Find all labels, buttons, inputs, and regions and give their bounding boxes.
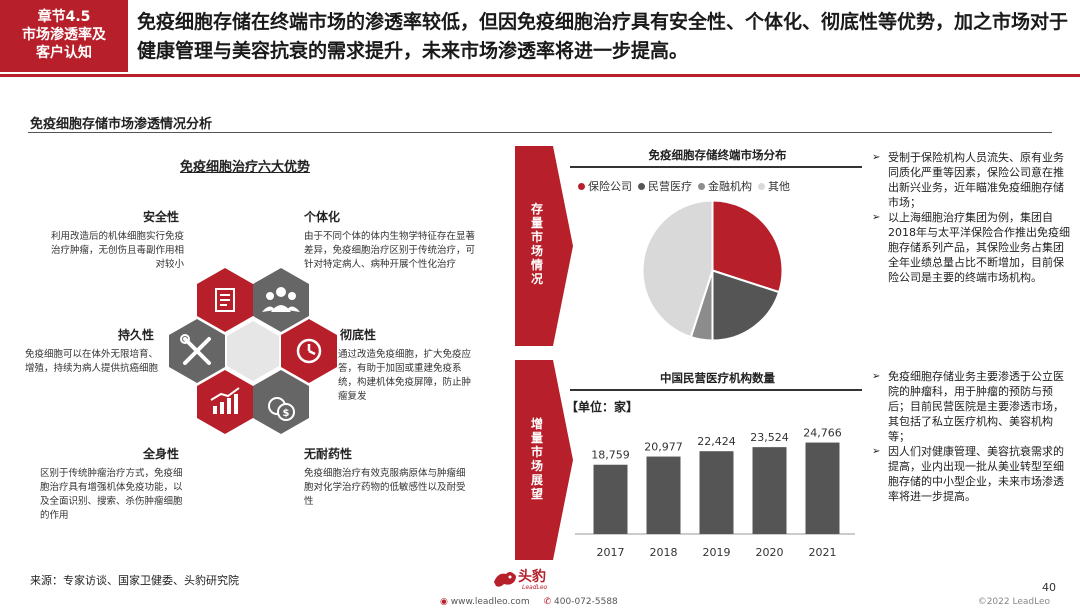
bullet-text: 受制于保险机构人员流失、原有业务同质化严重等因素，保险公司意在推出新兴业务，近年… [888, 151, 1064, 209]
advantage-text-safety: 利用改造后的机体细胞实行免疫治疗肿瘤，无创伤且毒副作用相对较小 [50, 231, 184, 270]
pie-slice-保险公司 [711, 199, 784, 294]
bullet-text: 以上海细胞治疗集团为例，集团自2018年与太平洋保险合作推出免疫细胞存储系列产品… [888, 211, 1070, 284]
market-distribution-pie [641, 199, 784, 342]
pie-chart-rule [570, 166, 862, 168]
globe-icon: ◉ [440, 597, 448, 607]
legend-item-insurance: 保险公司 [578, 178, 632, 194]
bar-2019 [699, 451, 734, 534]
legend-label: 其他 [768, 180, 790, 193]
footer-links: ◉ www.leadleo.com ✆ 400-072-5588 [440, 597, 618, 607]
bar-category-label: 2019 [703, 546, 731, 559]
bar-category-label: 2017 [597, 546, 625, 559]
private-medical-bar-chart: 18,759 2017 20,977 2018 22,424 2019 23,524 2020… [575, 427, 855, 559]
bullet-arrow-icon: ➢ [872, 371, 881, 382]
legend-label: 民营医疗 [648, 180, 692, 193]
section-divider [28, 132, 1052, 133]
clock-icon [281, 319, 337, 383]
pie-chart-title: 免疫细胞存储终端市场分布 [648, 148, 787, 162]
header-divider [0, 74, 1080, 77]
growth-market-label: 增量市场展望 [530, 417, 543, 501]
bar-2017 [593, 464, 628, 534]
legend-item-private-medical: 民营医疗 [638, 178, 692, 194]
bar-2018 [646, 456, 681, 534]
advantages-title: 免疫细胞治疗六大优势 [179, 160, 310, 175]
logo-subtext: LeadLeo [522, 584, 548, 591]
people-icon [253, 268, 309, 332]
website-text: www.leadleo.com [450, 597, 530, 607]
advantage-title-durability: 持久性 [118, 328, 155, 342]
legend-item-other: 其他 [758, 178, 790, 194]
bullet-item: ➢ 因人们对健康管理、美容抗衰需求的提高，业内出现一批从美业转型至细胞存储的中小型… [872, 444, 1072, 504]
bullet-item: ➢ 免疫细胞存储业务主要渗透于公立医院的肿瘤科，用于肿瘤的预防与预后；目前民营医院… [872, 369, 1072, 444]
bar-2020 [752, 447, 787, 534]
growth-market-arrow [515, 360, 573, 560]
chapter-badge: 章节4.5 市场渗透率及 客户认知 [0, 0, 128, 72]
source-note: 来源：专家访谈、国家卫健委、头豹研究院 [30, 574, 239, 587]
stock-market-label: 存量市场情况 [530, 202, 543, 286]
page-number: 40 [1042, 581, 1056, 594]
bullet-arrow-icon: ➢ [872, 212, 881, 223]
advantage-title-safety: 安全性 [143, 210, 180, 224]
bullet-item: ➢ 以上海细胞治疗集团为例，集团自2018年与太平洋保险合作推出免疫细胞存储系列产… [872, 210, 1072, 285]
legend-label: 保险公司 [588, 180, 632, 193]
advantage-text-no-resistance: 免疫细胞治疗有效克服病原体与肿瘤细胞对化学治疗药物的低敏感性以及耐受性 [304, 468, 466, 507]
chapter-name-line1: 市场渗透率及 [22, 27, 106, 43]
legend-item-financial: 金融机构 [698, 178, 752, 194]
bar-chart-title: 中国民营医疗机构数量 [660, 371, 775, 385]
bar-value-label: 20,977 [644, 441, 683, 454]
advantage-text-durability: 免疫细胞可以在体外无限培育、增殖，持续为病人提供抗癌细胞 [24, 349, 158, 374]
bullets-growth-market: ➢ 免疫细胞存储业务主要渗透于公立医院的肿瘤科，用于肿瘤的预防与预后；目前民营医院… [872, 369, 1072, 504]
bullets-stock-market: ➢ 受制于保险机构人员流失、原有业务同质化严重等因素，保险公司意在推出新兴业务，近… [872, 150, 1072, 285]
advantage-title-no-resistance: 无耐药性 [304, 447, 353, 461]
advantage-text-personalized: 由于不同个体的体内生物学特征存在显著差异，免疫细胞治疗区别于传统治疗，可针对特定… [304, 231, 476, 270]
bar-category-label: 2018 [650, 546, 678, 559]
bar-chart-unit: 【单位：家】 [566, 400, 639, 414]
document-icon [197, 268, 253, 332]
bar-chart-rule [570, 389, 862, 391]
bullet-arrow-icon: ➢ [872, 446, 881, 457]
pie-slice-其他 [641, 199, 714, 339]
bullet-text: 因人们对健康管理、美容抗衰需求的提高，业内出现一批从美业转型至细胞存储的中小型企… [888, 445, 1064, 503]
advantage-title-thoroughness: 彻底性 [340, 328, 377, 342]
svg-text:$: $ [283, 408, 290, 419]
advantage-title-personalized: 个体化 [304, 210, 341, 224]
page-headline: 免疫细胞存储在终端市场的渗透率较低，但因免疫细胞治疗具有安全性、个体化、彻底性等… [137, 11, 1069, 62]
section-title: 免疫细胞存储市场渗透情况分析 [30, 117, 213, 132]
logo-text: 头豹 [518, 569, 546, 585]
bullet-arrow-icon: ➢ [872, 152, 881, 163]
chart-icon [197, 370, 253, 434]
bar-category-label: 2020 [756, 546, 784, 559]
leadleo-logo: 头豹 LeadLeo [492, 566, 562, 596]
advantage-title-systemic: 全身性 [143, 447, 180, 461]
chapter-number: 章节4.5 [37, 9, 91, 25]
tools-icon [169, 319, 225, 383]
stock-market-arrow [515, 146, 573, 346]
bar-category-label: 2021 [809, 546, 837, 559]
bar-value-label: 23,524 [750, 431, 789, 444]
phone-link[interactable]: ✆ 400-072-5588 [544, 597, 618, 607]
coins-icon: $ [253, 370, 309, 434]
advantages-hexagon-graphic: $ [165, 266, 341, 436]
pie-legend: 保险公司 民营医疗 金融机构 其他 [578, 178, 790, 194]
chapter-name-line2: 客户认知 [36, 45, 92, 61]
bar-2021 [805, 442, 840, 534]
bullet-text: 免疫细胞存储业务主要渗透于公立医院的肿瘤科，用于肿瘤的预防与预后；目前民营医院是… [888, 370, 1064, 443]
copyright: ©2022 LeadLeo [977, 597, 1050, 607]
legend-label: 金融机构 [708, 180, 752, 193]
legend-swatch [578, 182, 585, 190]
legend-swatch [698, 182, 705, 190]
bullet-item: ➢ 受制于保险机构人员流失、原有业务同质化严重等因素，保险公司意在推出新兴业务，近… [872, 150, 1072, 210]
phone-icon: ✆ [543, 597, 552, 607]
advantage-text-systemic: 区别于传统肿瘤治疗方式，免疫细胞治疗具有增强机体免疫功能，以及全面识别、搜索、杀… [40, 468, 183, 521]
phone-text: 400-072-5588 [554, 597, 618, 607]
bar-value-label: 24,766 [803, 427, 842, 440]
bar-value-label: 22,424 [697, 435, 736, 448]
legend-swatch [638, 182, 645, 190]
pie-slice-民营医疗 [711, 269, 781, 342]
bar-value-label: 18,759 [591, 449, 630, 462]
advantage-text-thoroughness: 通过改造免疫细胞，扩大免疫应答，有助于加固或重建免疫系统，构建机体免疫屏障，防止… [338, 349, 472, 402]
legend-swatch [758, 182, 765, 190]
website-link[interactable]: ◉ www.leadleo.com [440, 597, 530, 607]
